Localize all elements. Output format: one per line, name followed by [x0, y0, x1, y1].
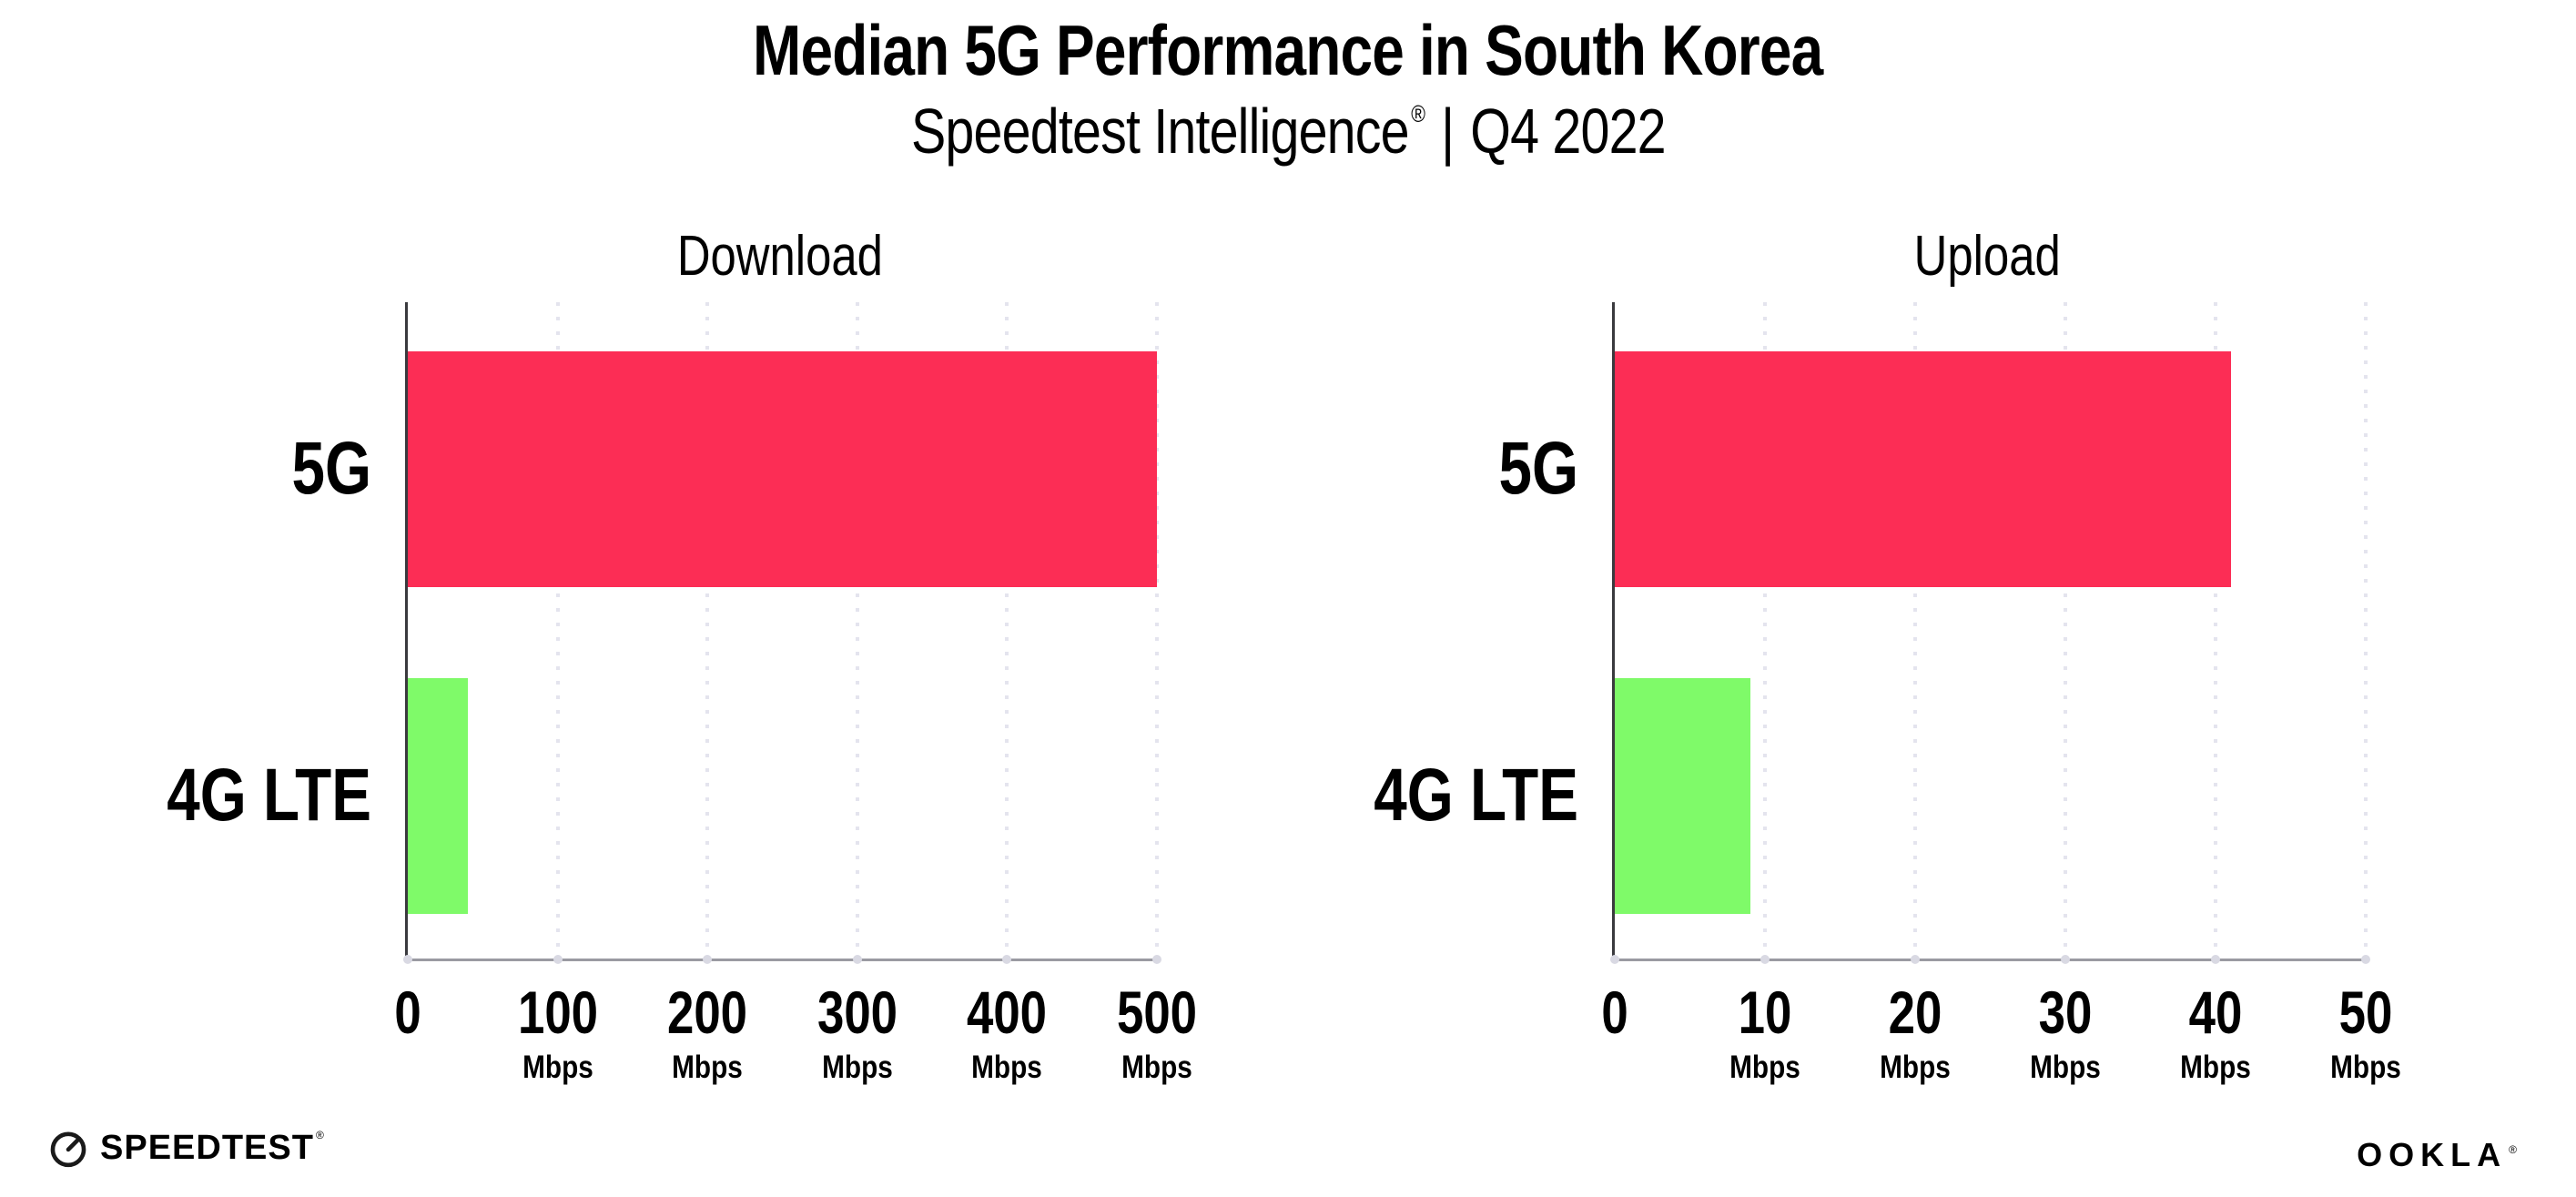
- x-tick-label-0: 0: [1506, 982, 1724, 1042]
- category-label-5g: 5G: [1498, 427, 1578, 510]
- x-tick-label-0: 0: [299, 982, 517, 1042]
- x-tick-label-50: 50 Mbps: [2257, 982, 2475, 1084]
- x-tick-unit: Mbps: [672, 1050, 744, 1085]
- x-tick-value: 500: [1116, 979, 1198, 1046]
- x-tick-value: 40: [2188, 979, 2243, 1046]
- gridline-300: [855, 302, 859, 959]
- x-tick-unit: Mbps: [522, 1050, 593, 1085]
- bar-5g: [1615, 350, 2231, 587]
- page-title-text: Median 5G Performance in South Korea: [753, 10, 1823, 90]
- category-label-5g: 5G: [291, 427, 371, 510]
- gridline-200: [705, 302, 710, 959]
- axis-tick-dot-300: [852, 955, 862, 964]
- gridline-100: [555, 302, 560, 959]
- speedtest-registered-mark: ®: [315, 1129, 324, 1141]
- bar-4g-lte: [1615, 677, 1750, 914]
- x-tick-unit: Mbps: [971, 1050, 1043, 1085]
- bar-5g: [408, 350, 1157, 587]
- ookla-wordmark: OOKLA: [2357, 1136, 2508, 1173]
- upload-plot-area: 5G 4G LTE 0 10 Mbps 20 Mbps 30 Mbps 40 Mbps 50 Mbps: [1374, 302, 2401, 1084]
- axis-tick-dot-0: [403, 955, 412, 964]
- x-tick-label-500: 500 Mbps: [1048, 982, 1266, 1084]
- x-tick-value: 100: [517, 979, 598, 1046]
- axis-tick-dot-100: [553, 955, 563, 964]
- axis-tick-dot-200: [703, 955, 713, 964]
- category-label-4g-lte: 4G LTE: [167, 754, 371, 837]
- gridline-10: [1763, 302, 1767, 959]
- axis-tick-dot-50: [2361, 955, 2370, 964]
- x-tick-label-100: 100 Mbps: [449, 982, 667, 1084]
- x-tick-label-20: 20 Mbps: [1806, 982, 2024, 1084]
- subtitle-divider: |: [1440, 96, 1455, 167]
- x-tick-unit: Mbps: [821, 1050, 893, 1085]
- axis-tick-dot-500: [1152, 955, 1161, 964]
- axis-tick-dot-30: [2061, 955, 2070, 964]
- gridline-400: [1005, 302, 1009, 959]
- download-chart-title: Download: [676, 225, 883, 288]
- axis-tick-dot-400: [1002, 955, 1012, 964]
- page-title: Median 5G Performance in South Korea: [0, 9, 2576, 92]
- category-label-4g-lte: 4G LTE: [1374, 754, 1578, 837]
- x-tick-value: 50: [2338, 979, 2393, 1046]
- gridline-50: [2364, 302, 2368, 959]
- x-tick-label-300: 300 Mbps: [748, 982, 967, 1084]
- subtitle-text: Speedtest Intelligence® | Q4 2022: [910, 95, 1667, 167]
- x-tick-unit: Mbps: [1880, 1050, 1951, 1085]
- registered-trademark-mark: ®: [1410, 100, 1425, 127]
- x-tick-value: 10: [1738, 979, 1792, 1046]
- ookla-registered-mark: ®: [2509, 1143, 2523, 1156]
- x-tick-unit: Mbps: [1121, 1050, 1192, 1085]
- download-plot-area: 5G 4G LTE 0 100 Mbps 200 Mbps 300 Mbps 400 Mbps 500…: [167, 302, 1197, 1084]
- axis-tick-dot-40: [2211, 955, 2220, 964]
- page-subtitle: Speedtest Intelligence® | Q4 2022: [0, 95, 2576, 167]
- x-tick-value: 200: [667, 979, 748, 1046]
- speedtest-logo: SPEEDTEST ®: [47, 1127, 324, 1169]
- x-tick-label-30: 30 Mbps: [1956, 982, 2175, 1084]
- gridline-500: [1155, 302, 1159, 959]
- gridline-30: [2064, 302, 2067, 959]
- speedometer-icon: [47, 1127, 89, 1169]
- x-tick-label-400: 400 Mbps: [898, 982, 1116, 1084]
- x-tick-value: 400: [967, 979, 1048, 1046]
- x-tick-unit: Mbps: [1729, 1050, 1800, 1085]
- gridline-20: [1913, 302, 1917, 959]
- x-tick-label-10: 10 Mbps: [1656, 982, 1874, 1084]
- subtitle-period: Q4 2022: [1469, 96, 1666, 167]
- x-tick-value: 300: [816, 979, 898, 1046]
- subtitle-brand: Speedtest Intelligence: [910, 96, 1410, 167]
- x-tick-value: 30: [2038, 979, 2093, 1046]
- x-tick-unit: Mbps: [2180, 1050, 2251, 1085]
- x-tick-value: 0: [394, 979, 421, 1046]
- x-tick-value: 20: [1888, 979, 1942, 1046]
- upload-chart-title: Upload: [1913, 225, 2062, 288]
- x-tick-label-200: 200 Mbps: [598, 982, 816, 1084]
- gridline-40: [2214, 302, 2217, 959]
- ookla-logo: OOKLA ®: [2357, 1136, 2523, 1174]
- x-tick-unit: Mbps: [2330, 1050, 2401, 1085]
- speedtest-wordmark: SPEEDTEST: [100, 1128, 314, 1167]
- axis-tick-dot-10: [1760, 955, 1770, 964]
- bar-4g-lte: [408, 677, 468, 914]
- x-tick-value: 0: [1601, 979, 1628, 1046]
- axis-tick-dot-0: [1610, 955, 1619, 964]
- x-tick-label-40: 40 Mbps: [2106, 982, 2325, 1084]
- axis-tick-dot-20: [1911, 955, 1920, 964]
- x-tick-unit: Mbps: [2030, 1050, 2101, 1085]
